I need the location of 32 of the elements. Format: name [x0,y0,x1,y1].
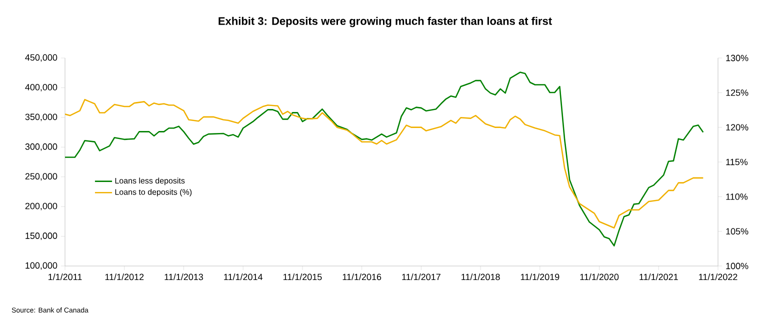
y-tick-label: 100,000 [26,262,58,270]
y-tick-label: 200,000 [25,202,58,210]
x-tick-label: 11/1/2018 [462,274,500,280]
x-tick-label: 11/1/2020 [580,274,619,280]
y-tick-label: 400,000 [25,84,58,92]
legend-label: Loans less deposits [115,178,185,186]
x-tick-label: 11/1/2012 [105,274,144,280]
y-tick-label: 250,000 [25,173,58,181]
line-series [65,98,704,229]
x-tick-label: 11/1/2022 [699,274,738,280]
x-tick-label: 11/1/2016 [342,274,382,280]
y2-tick-label: 100% [726,262,748,270]
x-tick-label: 11/1/2019 [520,274,560,280]
chart-title: Exhibit 3: Deposits were growing much faster than loans at first [218,16,552,28]
x-tick-label: 1/1/2011 [48,274,82,280]
y2-tick-label: 110% [726,193,748,200]
x-tick-label: 11/1/2013 [164,274,204,280]
x-tick-label: 11/1/2015 [283,274,322,280]
y-tick-label: 350,000 [25,114,58,122]
x-tick-label: 11/1/2021 [640,274,678,280]
x-tick-label: 11/1/2014 [224,274,263,280]
y2-tick-label: 120% [726,124,748,131]
legend-label: Loans to deposits (%) [115,188,192,196]
y2-tick-label: 130% [726,54,748,62]
y2-tick-label: 125% [726,89,748,96]
line-series [65,72,704,246]
y-tick-label: 300,000 [25,143,58,151]
y-tick-label: 150,000 [26,232,58,240]
x-tick-label: 11/1/2017 [402,274,440,280]
y2-tick-label: 115% [726,158,748,166]
y2-tick-label: 105% [726,228,748,235]
y-tick-label: 450,000 [25,54,58,62]
